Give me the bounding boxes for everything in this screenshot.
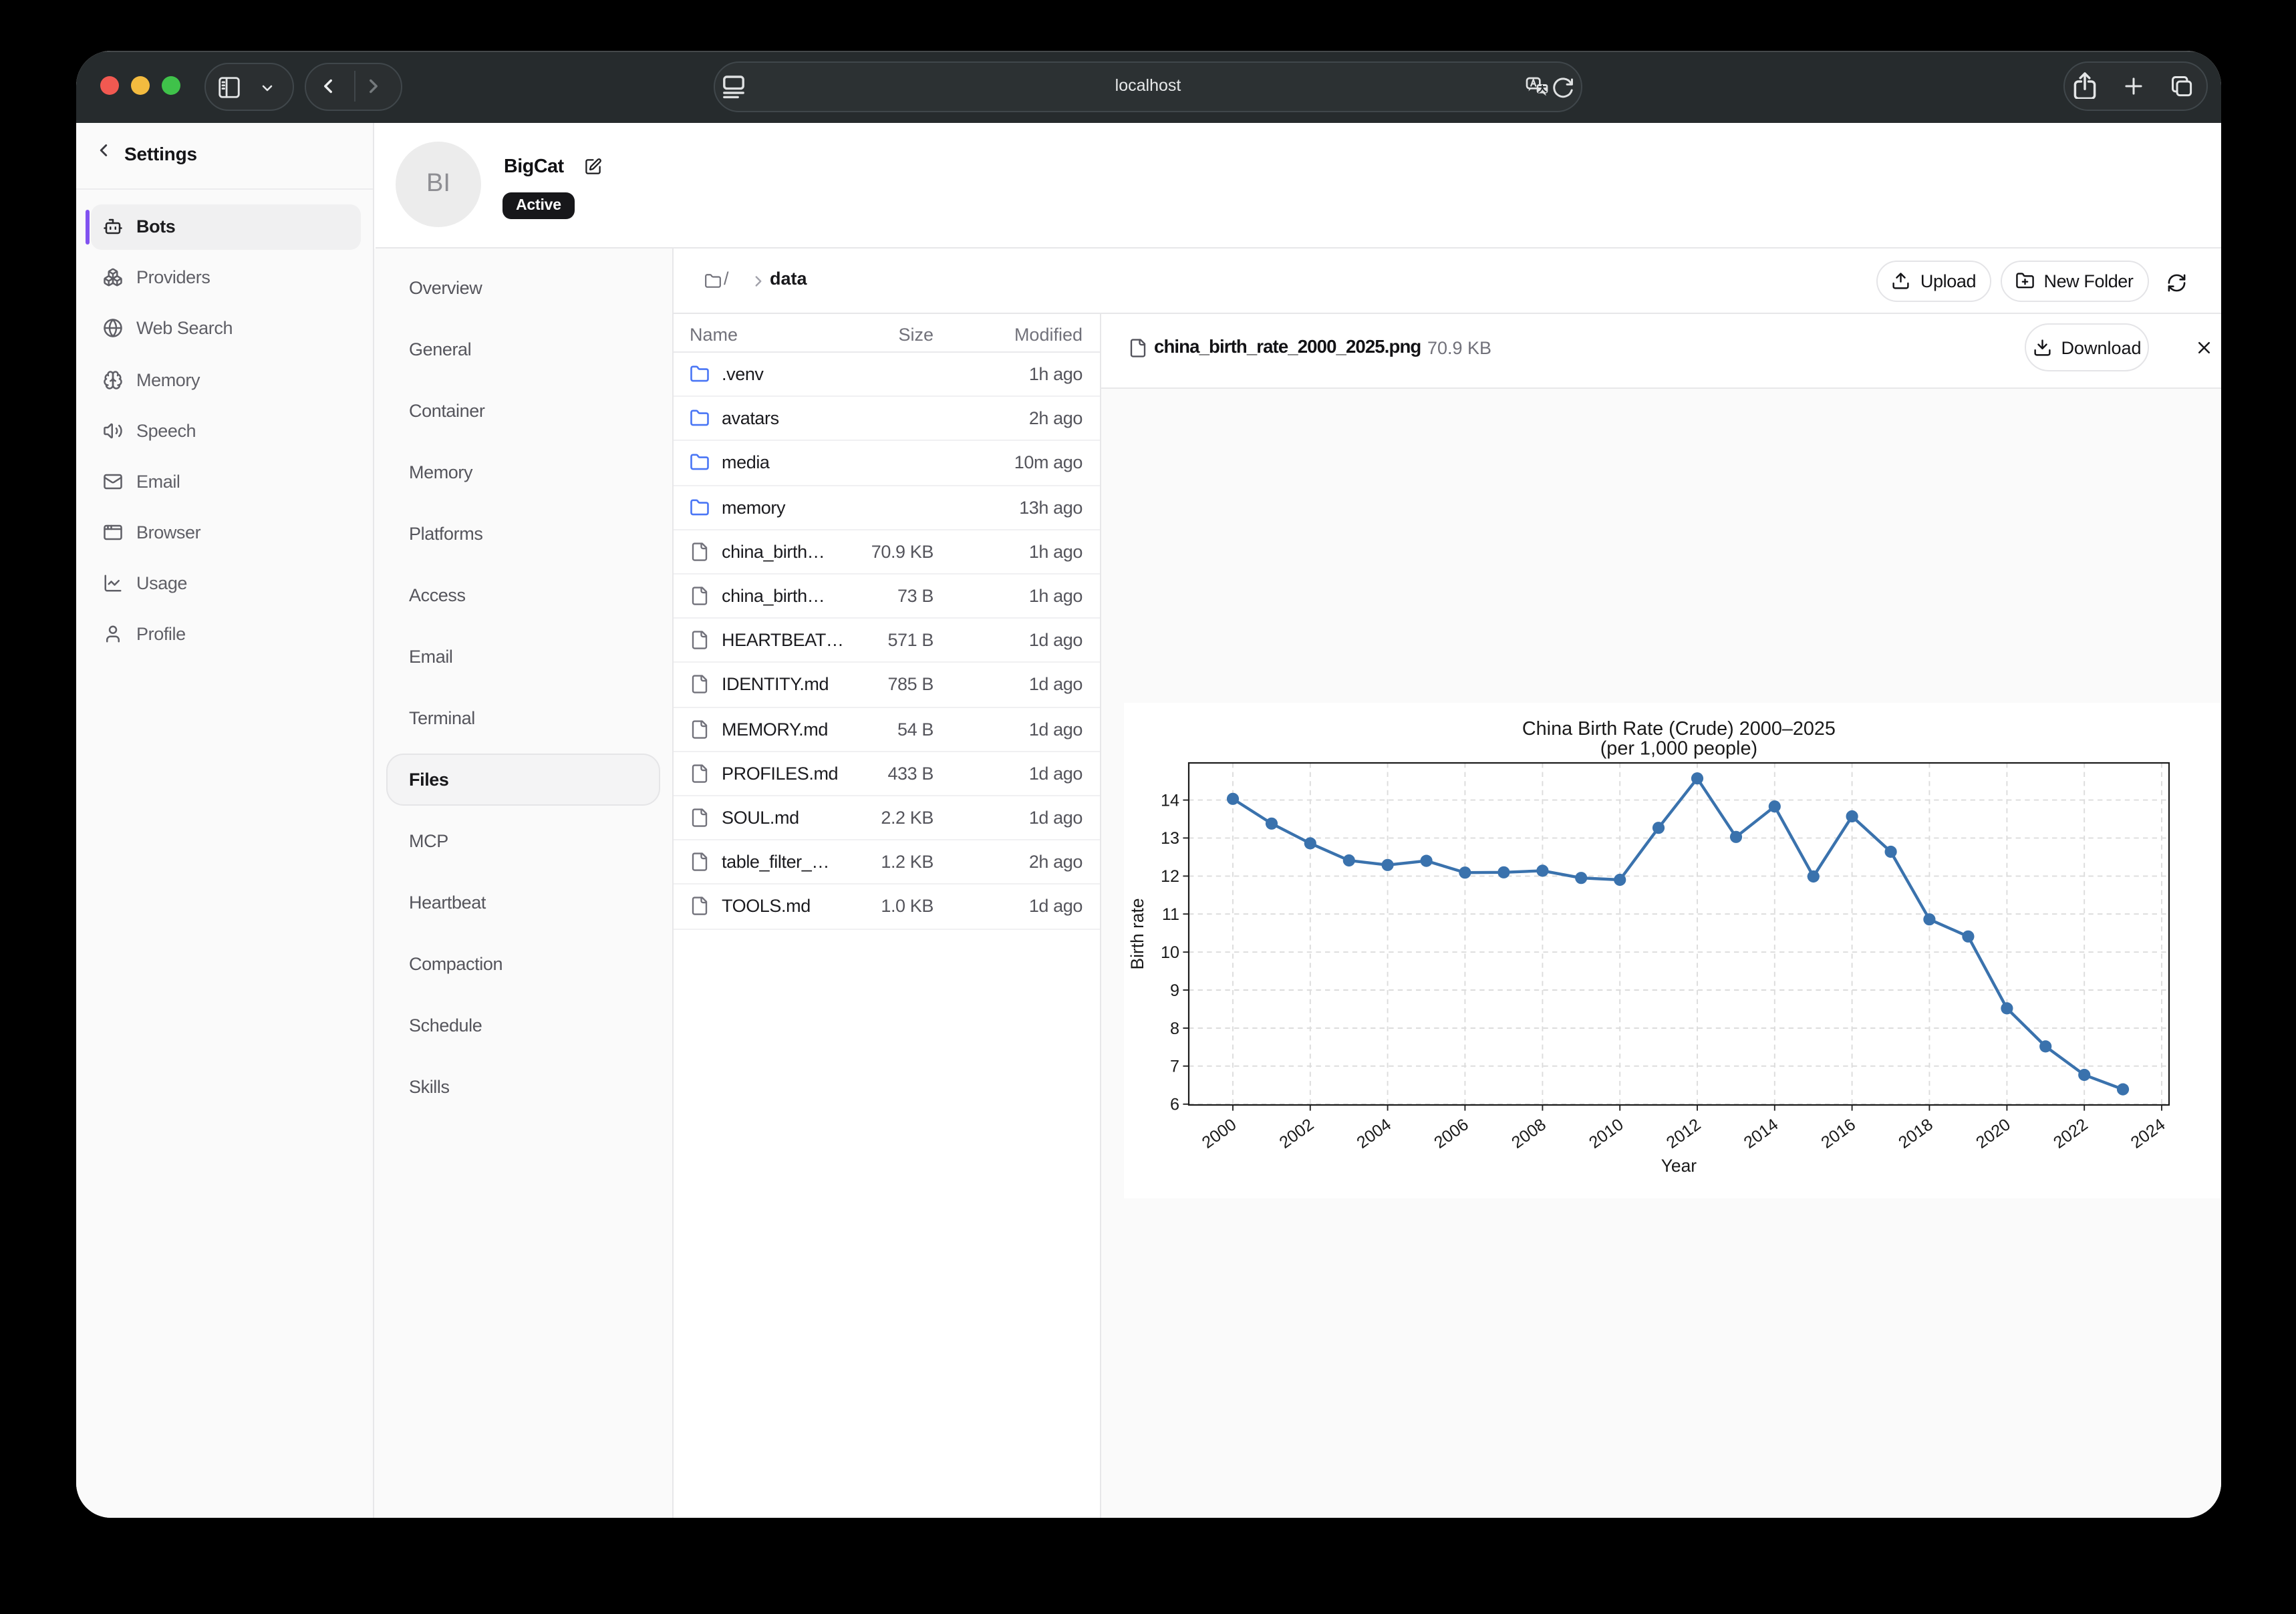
svg-text:14: 14 [1161, 791, 1179, 810]
svg-text:7: 7 [1170, 1058, 1179, 1076]
svg-text:China Birth Rate (Crude) 2000–: China Birth Rate (Crude) 2000–2025 [1522, 718, 1836, 740]
svg-text:Birth rate: Birth rate [1127, 898, 1147, 969]
svg-text:9: 9 [1170, 981, 1179, 1000]
svg-text:11: 11 [1162, 905, 1179, 924]
svg-text:10: 10 [1161, 943, 1179, 962]
svg-text:Year: Year [1661, 1156, 1697, 1176]
svg-text:8: 8 [1170, 1019, 1179, 1038]
svg-text:12: 12 [1161, 867, 1179, 886]
svg-text:(per 1,000 people): (per 1,000 people) [1600, 738, 1757, 760]
svg-text:6: 6 [1170, 1096, 1179, 1114]
svg-text:13: 13 [1161, 829, 1179, 848]
